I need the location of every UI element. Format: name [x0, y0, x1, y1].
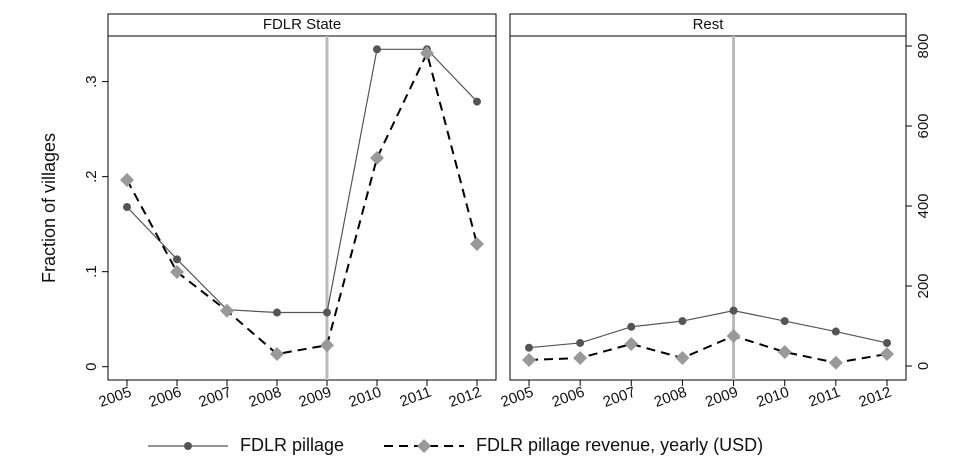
y-tick-label: 0: [83, 363, 100, 371]
data-point: [373, 45, 381, 54]
series-line: [528, 334, 888, 364]
data-point: [525, 343, 533, 352]
x-tick-label: 2010: [754, 384, 791, 411]
panel-title: Rest: [693, 16, 725, 33]
series-line: [126, 48, 478, 314]
y2-tick-label: 400: [915, 193, 932, 218]
data-point: [726, 329, 741, 343]
data-point: [624, 337, 639, 351]
x-tick-label: 2011: [806, 384, 842, 411]
data-point: [370, 151, 384, 165]
data-point: [678, 317, 687, 326]
data-point: [883, 338, 891, 347]
data-point: [675, 351, 690, 365]
data-point: [323, 308, 331, 317]
data-point: [420, 46, 434, 61]
data-point: [627, 322, 636, 331]
x-tick-label: 2012: [857, 384, 894, 411]
y2-tick-label: 0: [915, 362, 932, 370]
data-point: [780, 317, 789, 326]
x-tick-label: 2007: [197, 384, 234, 411]
data-point: [828, 355, 843, 370]
data-point: [831, 327, 840, 336]
x-tick-label: 2006: [147, 384, 184, 411]
x-tick-label: 2010: [347, 384, 384, 411]
series-line: [126, 50, 478, 356]
data-point: [473, 97, 481, 106]
data-point: [777, 345, 792, 359]
data-point: [173, 255, 181, 264]
data-point: [123, 203, 131, 212]
x-tick-label: 2009: [297, 384, 334, 411]
x-tick-label: 2012: [447, 384, 484, 411]
x-tick-label: 2006: [550, 384, 587, 411]
data-point: [729, 306, 738, 315]
data-point: [576, 338, 585, 347]
data-point: [880, 347, 894, 361]
x-tick-label: 2009: [703, 384, 740, 411]
x-tick-label: 2008: [652, 384, 689, 411]
x-tick-label: 2008: [247, 384, 284, 411]
plot-frame: [509, 35, 907, 381]
plot-frame: [107, 35, 497, 381]
panel-title: FDLR State: [263, 16, 341, 33]
data-point: [170, 265, 184, 279]
y-axis-label: Fraction of villages: [39, 133, 59, 283]
y2-tick-label: 800: [915, 33, 932, 58]
legend-marker: [184, 442, 192, 450]
x-tick-label: 2005: [499, 384, 536, 411]
x-tick-label: 2011: [398, 384, 434, 411]
legend-label: FDLR pillage revenue, yearly (USD): [476, 435, 763, 455]
y-tick-label: .3: [83, 75, 100, 88]
series-line: [528, 310, 888, 349]
data-point: [220, 303, 234, 318]
data-point: [320, 338, 334, 353]
data-point: [573, 351, 588, 365]
y-tick-label: .2: [83, 170, 100, 183]
y2-tick-label: 600: [915, 113, 932, 138]
data-point: [120, 173, 134, 187]
legend-marker: [417, 439, 432, 453]
x-tick-label: 2007: [601, 384, 638, 411]
data-point: [470, 237, 484, 251]
data-point: [522, 353, 536, 367]
data-point: [273, 308, 281, 317]
x-tick-label: 2005: [97, 384, 134, 411]
data-point: [270, 347, 284, 361]
y-tick-label: .1: [83, 265, 100, 278]
y2-tick-label: 200: [915, 273, 932, 298]
legend-label: FDLR pillage: [240, 435, 344, 455]
